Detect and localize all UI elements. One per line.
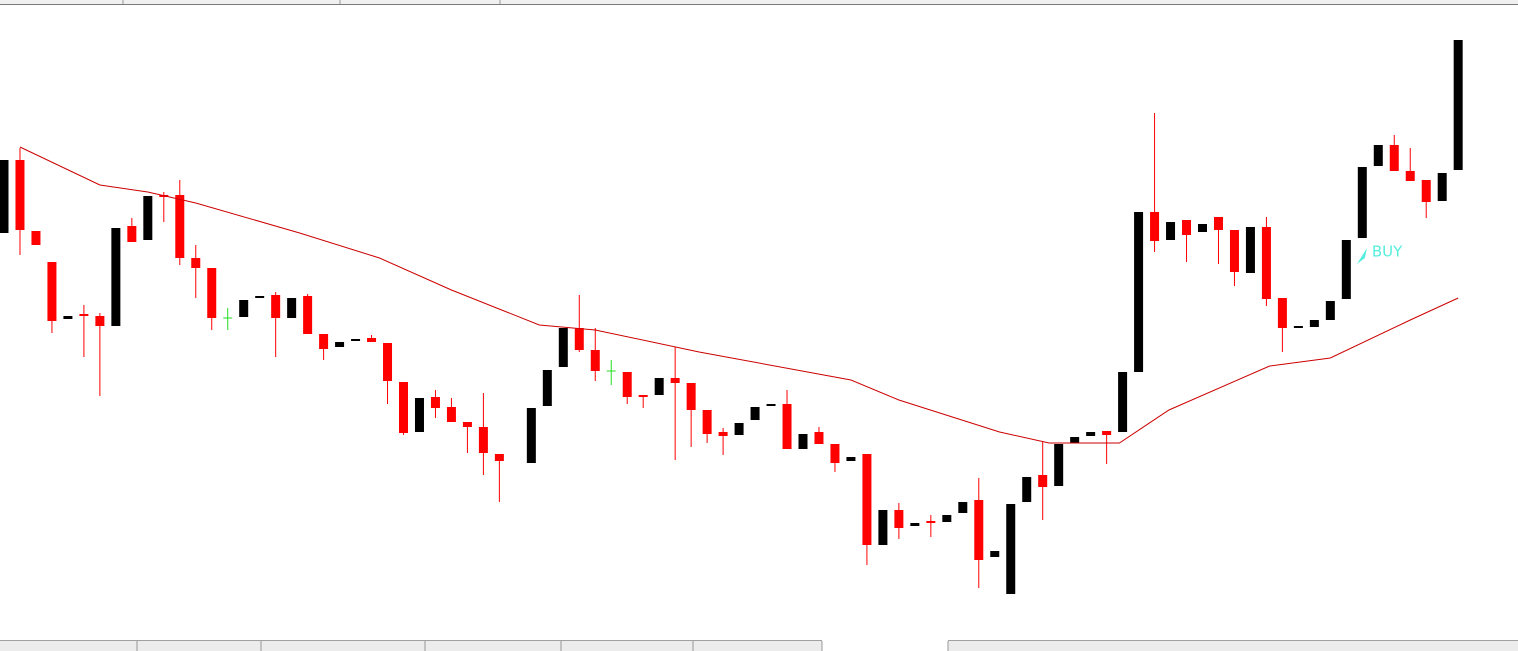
candle-body [1261,227,1271,299]
candle-body [702,410,712,434]
candle-body [942,515,952,522]
tab-bar-bg [0,640,1518,651]
candle-body [383,343,393,381]
candle-body [303,296,313,334]
candle-body [430,397,440,408]
candle-body [111,228,121,326]
candle-body [478,427,488,453]
candle-body [287,298,297,318]
active-tab[interactable] [822,640,948,651]
candle-body [127,226,137,242]
candle-body [542,370,552,406]
candle-body [638,395,648,397]
candle-body [1437,173,1447,201]
candle-body [1150,212,1160,241]
candle-body [143,196,153,240]
candle-body [335,342,345,347]
candle-body [798,434,808,449]
candle-body [1006,504,1016,594]
candle-body [367,338,377,342]
candle-body [462,422,472,427]
candle-body [926,521,936,523]
candle-body [494,454,504,461]
candle-body [990,551,1000,557]
candle-body [670,378,680,383]
candle-body [351,339,361,341]
candle-body [1198,224,1207,232]
candle-body [1086,432,1096,436]
candle-body [734,423,744,435]
candle-body [574,328,584,350]
candle-body [191,258,201,268]
candle-body [1325,301,1335,320]
candle-body [0,160,9,233]
moving-average [19,146,1459,444]
candle-body [1118,372,1128,432]
candle-body [558,328,568,367]
candle-body [1453,40,1463,170]
candle-body [15,160,25,230]
candle-body [782,404,792,449]
candle-body [526,408,536,463]
candle-body [271,295,281,318]
buy-arrow [1356,248,1367,264]
candle-body [79,314,89,316]
candle-body [878,510,888,545]
candle-body [1182,220,1192,235]
candle-body [750,407,760,420]
top-toolbar [0,0,1518,4]
candle-body [1054,444,1064,486]
candle-body [958,502,968,513]
candle-body [894,510,904,528]
candle-body [399,382,408,433]
candle-body [1405,171,1415,181]
candle-body [1022,477,1032,502]
candle-body [718,432,728,436]
candle-body [1309,320,1319,327]
candle-body [1389,145,1399,171]
candle-body [175,195,185,258]
candle-body [1038,475,1048,487]
candle-body [1166,222,1176,240]
candle-body [830,444,840,463]
candle-body [814,432,824,444]
candle-body [47,262,57,321]
candle-body [910,523,920,526]
annotation: BUY [1372,243,1403,261]
candle-body [846,457,856,461]
candle-body [446,407,456,422]
candle-body [207,268,217,318]
candle-body [974,500,984,560]
tab-bar [0,640,1518,651]
candle-body [95,316,105,326]
candle-body [1229,230,1239,272]
candle-body [319,334,329,349]
candle-body [1277,298,1287,328]
candle-body [63,316,73,319]
candle-body [1421,180,1431,202]
candle-body [1373,145,1383,166]
candle-body [414,398,424,432]
candle-body [1070,437,1080,443]
candle-body [1134,212,1144,372]
candle-body [590,350,600,371]
candle-body [1293,326,1303,328]
candle-body [1102,431,1112,435]
candle-body [255,296,265,298]
candle-body [654,378,664,395]
candle-body [1341,240,1351,299]
candle-body [31,231,41,245]
candle-body [1213,217,1223,230]
candle-body [1357,167,1367,238]
candle-body [1245,227,1255,273]
candle-body [239,300,249,317]
candle-body [622,372,632,397]
candle-body [686,383,696,410]
candle-body [766,404,776,406]
candle-body [862,454,872,545]
